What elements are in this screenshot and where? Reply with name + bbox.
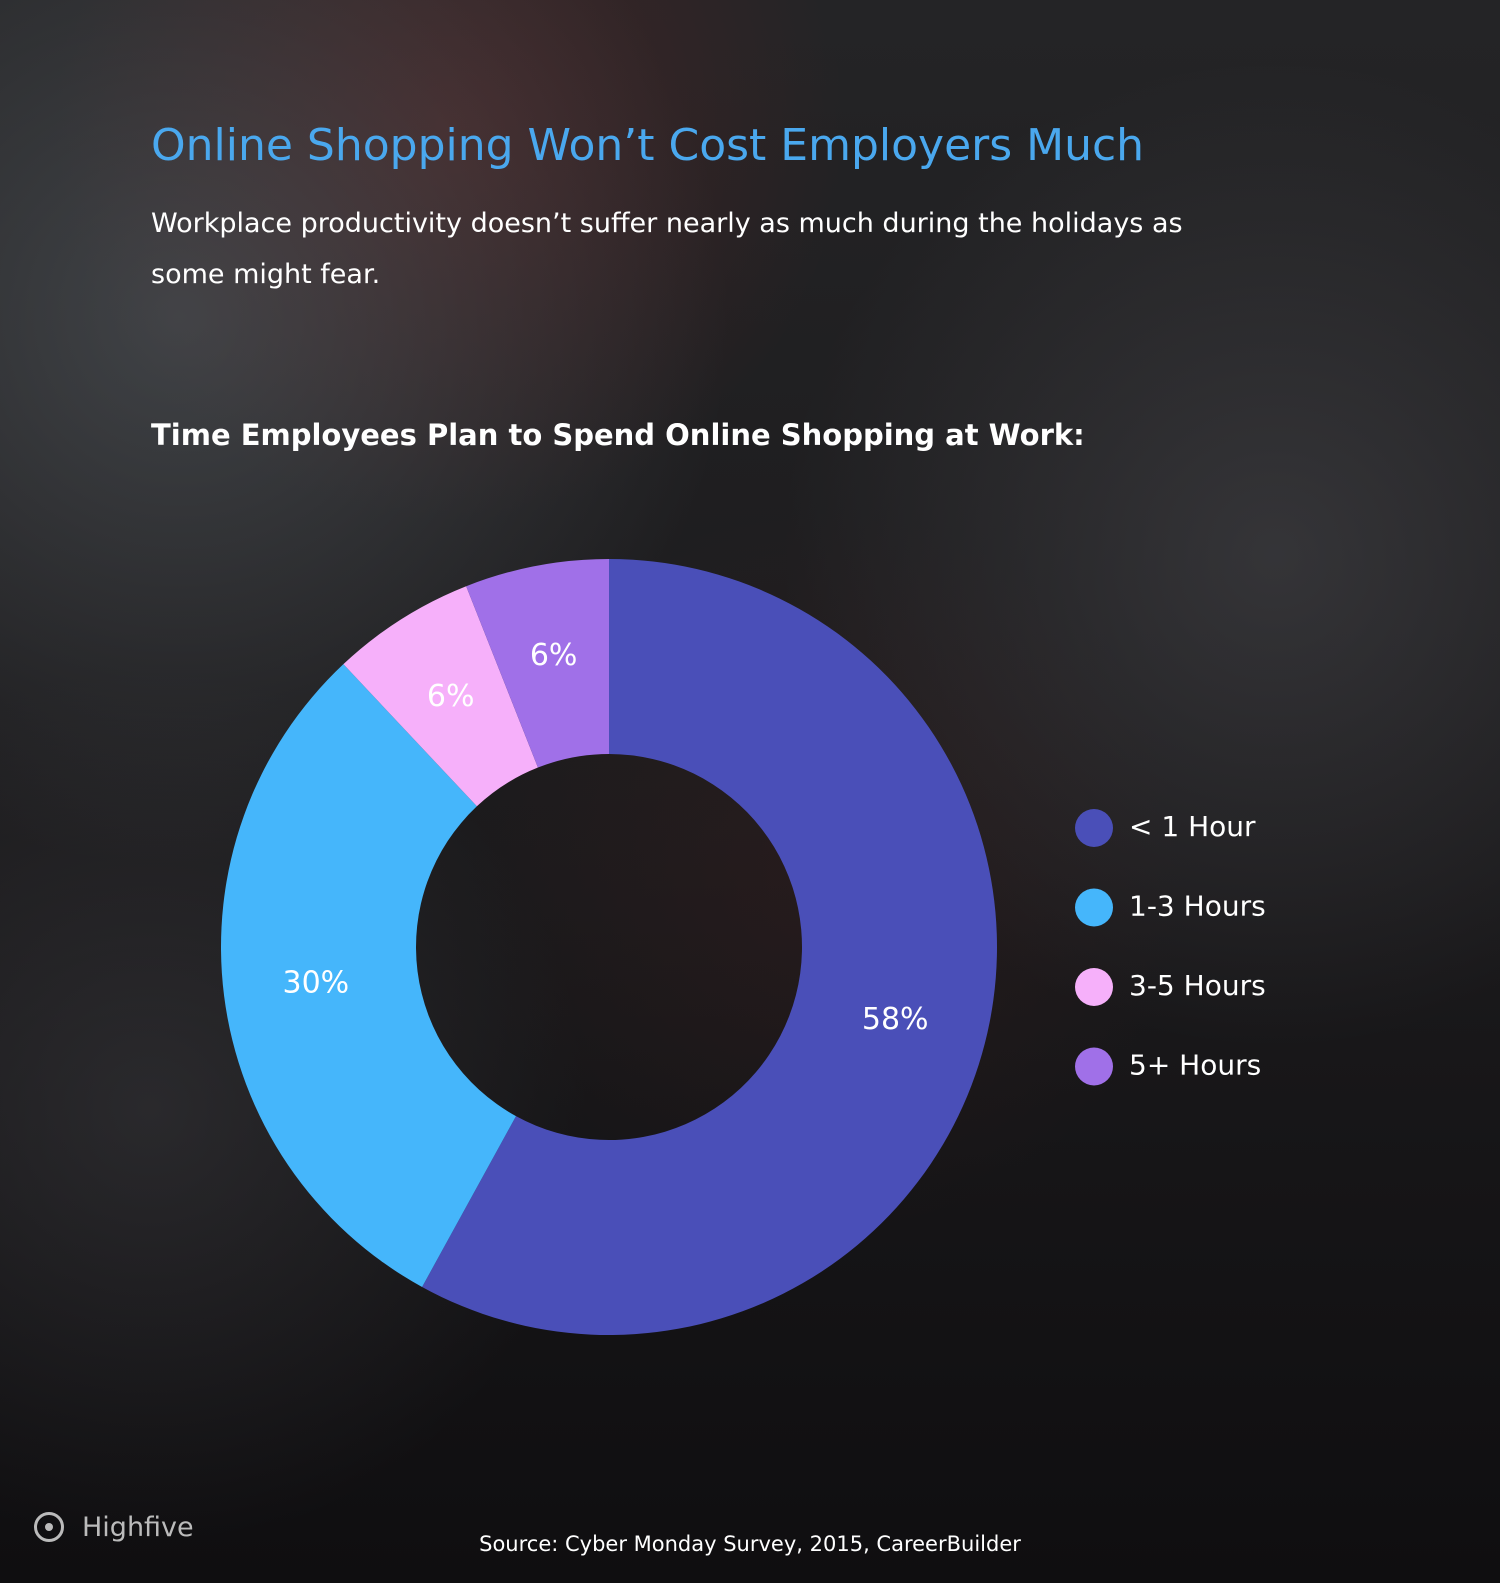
donut-slice [220,664,517,1288]
donut-slice [466,559,609,768]
source: Source: Cyber Monday Survey, 2015, Caree… [479,1532,1021,1556]
legend-marker [1075,968,1113,1006]
legend-marker [1075,1047,1113,1086]
legend-marker [1075,888,1113,927]
data-label: 30% [282,966,349,1001]
brand: Highfive [82,1512,194,1543]
legend-label: 3-5 Hours [1129,969,1266,1002]
legend-label: 1-3 Hours [1129,890,1266,923]
legend-marker [1075,809,1113,847]
data-label: 6% [427,679,475,714]
donut-slice [422,559,998,1335]
brand-icon [34,1512,64,1542]
legend-label: 5+ Hours [1129,1049,1261,1082]
page-subtitle: Workplace productivity doesn’t suffer ne… [151,208,1183,290]
chart-title: Time Employees Plan to Spend Online Shop… [151,418,1085,452]
data-label: 58% [862,1002,929,1037]
legend-label: < 1 Hour [1129,810,1256,843]
donut-slice [343,586,538,807]
data-label: 6% [530,638,578,673]
page-title: Online Shopping Won’t Cost Employers Muc… [151,120,1145,171]
